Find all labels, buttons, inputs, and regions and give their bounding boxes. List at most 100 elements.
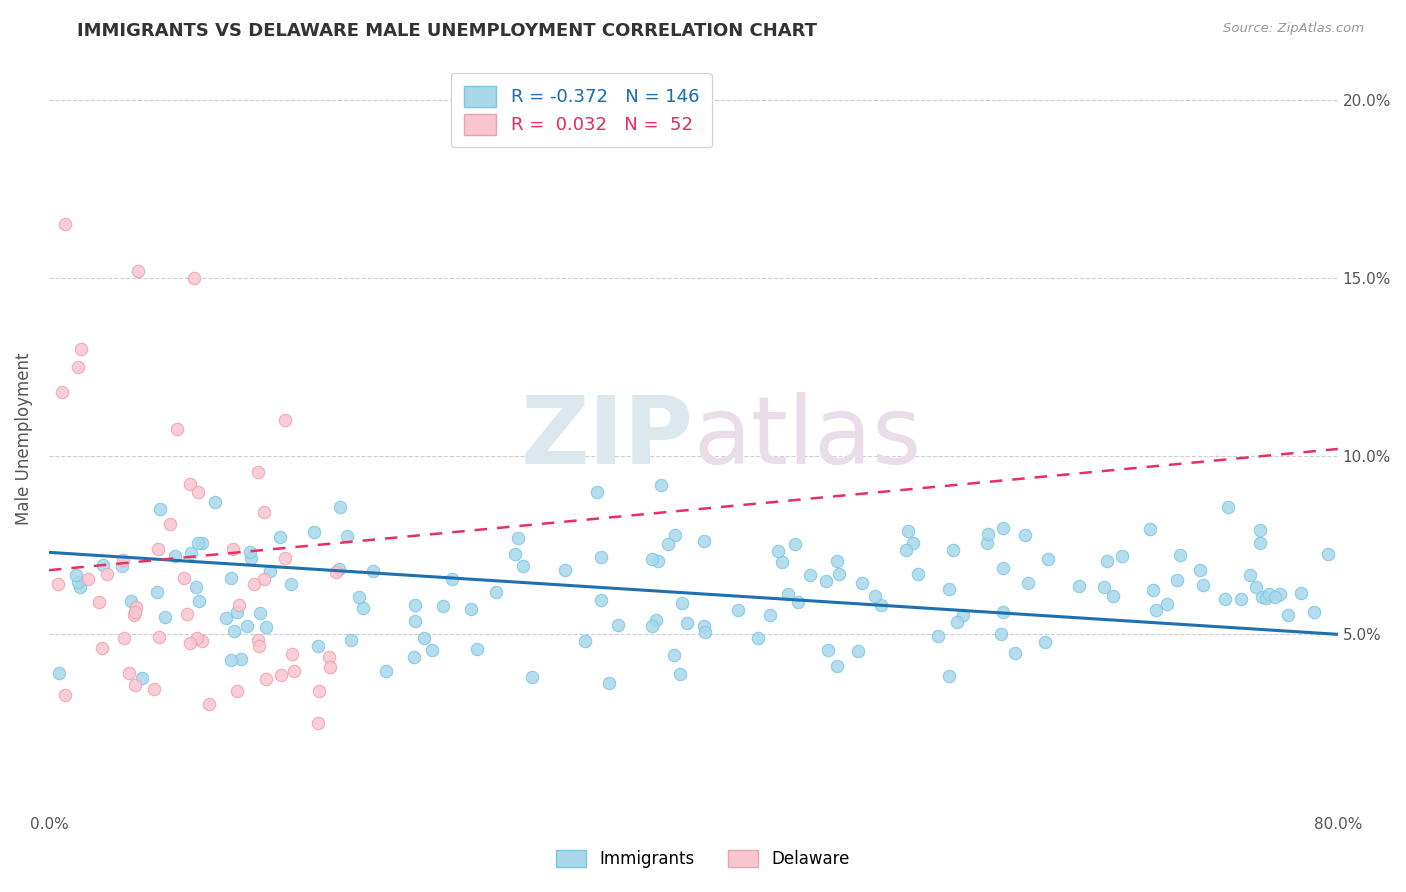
Point (188, 594, 211, 608)
Point (993, 605, 1015, 619)
Point (307, 639, 329, 653)
Point (1191, 578, 1213, 592)
Point (302, 525, 325, 540)
Point (254, 620, 277, 634)
Point (641, 619, 664, 633)
Point (512, 558, 534, 573)
Point (1038, 552, 1060, 566)
Point (53, 688, 76, 702)
Point (1254, 591, 1277, 606)
Point (432, 599, 454, 613)
Point (1101, 589, 1123, 603)
Text: IMMIGRANTS VS DELAWARE MALE UNEMPLOYMENT CORRELATION CHART: IMMIGRANTS VS DELAWARE MALE UNEMPLOYMENT… (77, 22, 817, 40)
Point (259, 564, 281, 578)
Point (328, 562, 350, 576)
Point (214, 611, 236, 625)
Point (1316, 547, 1339, 561)
Point (1218, 500, 1240, 515)
Point (1004, 646, 1026, 660)
Point (124, 605, 146, 619)
Point (166, 422, 188, 436)
Point (1097, 553, 1119, 567)
Point (204, 495, 226, 509)
Point (118, 666, 141, 681)
Point (111, 558, 134, 573)
Point (1092, 580, 1115, 594)
Point (125, 600, 148, 615)
Point (1144, 603, 1167, 617)
Text: ZIP: ZIP (520, 392, 693, 484)
Point (641, 551, 664, 566)
Point (173, 571, 195, 585)
Point (198, 697, 221, 711)
Point (1257, 587, 1279, 601)
Point (112, 553, 135, 567)
Point (1142, 583, 1164, 598)
Point (121, 593, 143, 607)
Point (589, 593, 612, 607)
Point (1213, 591, 1236, 606)
Point (87, 595, 110, 609)
Point (1166, 573, 1188, 587)
Point (187, 535, 209, 549)
Point (770, 555, 793, 569)
Point (254, 672, 277, 686)
Point (219, 571, 242, 585)
Legend: R = -0.372   N = 146, R =  0.032   N =  52: R = -0.372 N = 146, R = 0.032 N = 52 (451, 73, 711, 147)
Point (894, 543, 917, 558)
Point (897, 524, 920, 539)
Point (1168, 548, 1191, 562)
Point (70, 342, 93, 356)
Point (942, 543, 965, 558)
Point (66, 359, 89, 374)
Point (657, 537, 679, 551)
Point (319, 660, 342, 674)
Point (420, 643, 443, 657)
Point (863, 589, 886, 603)
Point (606, 618, 628, 632)
Point (759, 607, 782, 622)
Point (186, 631, 208, 645)
Point (506, 531, 529, 545)
Point (235, 619, 257, 633)
Point (142, 682, 165, 697)
Point (1067, 579, 1090, 593)
Point (336, 529, 359, 543)
Point (239, 551, 262, 566)
Point (402, 650, 425, 665)
Point (274, 550, 297, 565)
Point (827, 567, 849, 582)
Point (146, 541, 169, 556)
Point (307, 716, 329, 731)
Point (1189, 563, 1212, 577)
Point (246, 465, 269, 479)
Point (586, 485, 609, 500)
Point (53, 218, 76, 232)
Point (1230, 591, 1253, 606)
Point (404, 614, 426, 628)
Point (991, 521, 1014, 535)
Point (165, 549, 187, 563)
Point (669, 666, 692, 681)
Point (938, 669, 960, 683)
Point (228, 598, 250, 612)
Point (159, 516, 181, 531)
Point (124, 608, 146, 623)
Point (347, 590, 370, 604)
Point (1014, 528, 1036, 542)
Point (693, 533, 716, 548)
Point (1289, 586, 1312, 600)
Point (799, 568, 821, 582)
Point (1249, 536, 1271, 550)
Point (952, 608, 974, 623)
Point (146, 584, 169, 599)
Point (1156, 597, 1178, 611)
Point (91, 558, 114, 572)
Point (66, 574, 89, 589)
Point (787, 595, 810, 609)
Point (413, 631, 436, 645)
Point (226, 605, 249, 619)
Point (825, 553, 848, 567)
Point (766, 544, 789, 558)
Text: Source: ZipAtlas.com: Source: ZipAtlas.com (1223, 22, 1364, 36)
